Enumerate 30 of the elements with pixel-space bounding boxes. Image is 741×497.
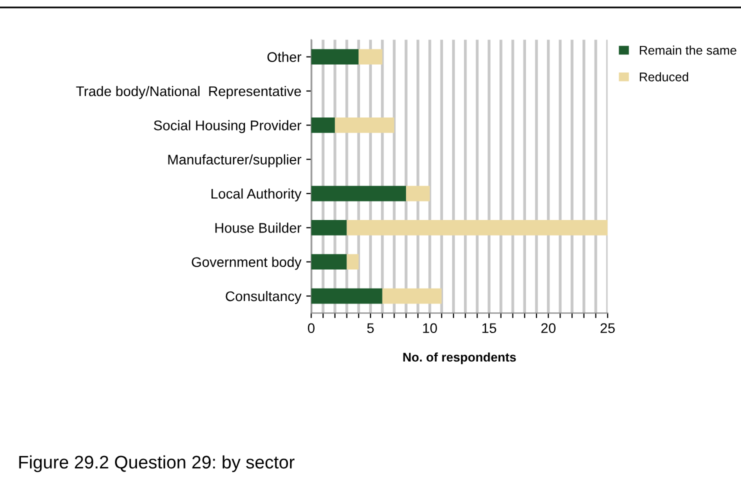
legend-label: Reduced (640, 72, 688, 82)
y-tick-label: Consultancy (226, 290, 302, 304)
y-tick-label: Social Housing Provider (154, 120, 302, 134)
y-tick-label: Government body (192, 256, 302, 270)
bar (311, 117, 335, 133)
bar (358, 49, 382, 65)
y-tick-label: House Builder (215, 222, 302, 233)
bar (311, 186, 406, 202)
bar (406, 186, 430, 202)
bar (311, 220, 347, 236)
y-tick-label: Manufacturer/supplier (168, 154, 302, 168)
legend-label: Remain the same (640, 46, 736, 55)
x-tick-label: 20 (541, 323, 556, 334)
x-tick-label: 5 (367, 323, 374, 334)
x-axis-title: No. of respondents (403, 352, 516, 364)
x-tick-label: 15 (482, 323, 496, 334)
y-tick-label: Local Authority (212, 188, 302, 202)
bar (311, 288, 382, 304)
bar (334, 117, 394, 133)
bar (382, 288, 442, 304)
y-tick-label: Trade body/National Representative (76, 86, 301, 99)
y-tick-label: Other (267, 52, 302, 62)
text: Figure 29.2 Question 29: by sector (19, 455, 294, 472)
bar (311, 49, 359, 65)
x-tick-label: 10 (423, 323, 437, 334)
x-tick-label: 25 (600, 323, 615, 334)
bar (311, 254, 347, 270)
x-tick-label: 0 (308, 323, 315, 334)
bar (346, 220, 608, 236)
bar (346, 254, 359, 270)
